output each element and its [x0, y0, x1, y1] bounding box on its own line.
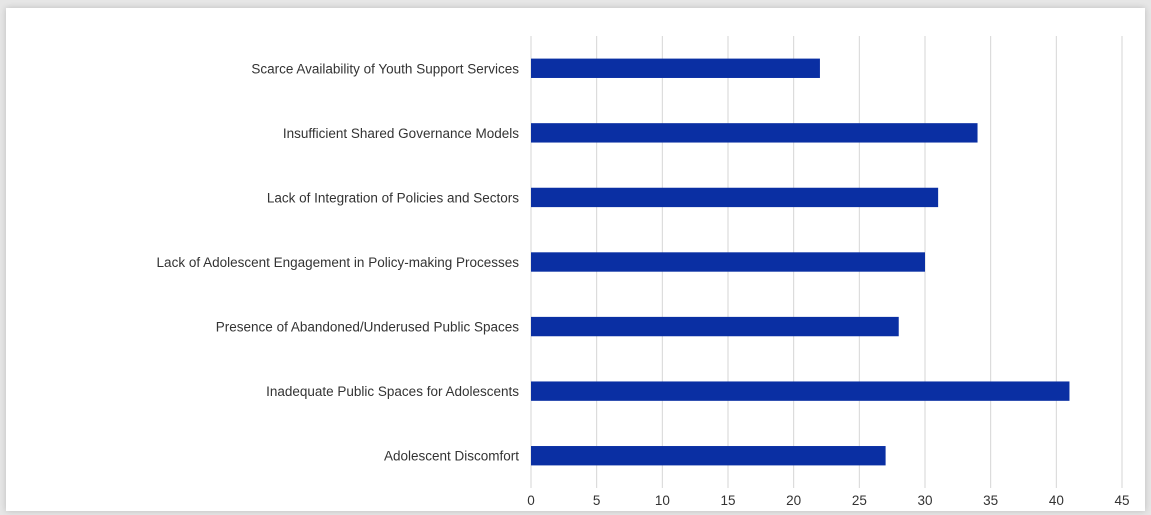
bar [531, 252, 925, 272]
bar [531, 187, 939, 208]
category-label: Inadequate Public Spaces for Adolescents [266, 384, 519, 399]
bar [531, 446, 886, 466]
category-label: Scarce Availability of Youth Support Ser… [251, 61, 519, 76]
x-tick-label: 5 [593, 493, 601, 508]
bar [531, 316, 899, 337]
category-label: Adolescent Discomfort [384, 449, 519, 464]
category-label: Lack of Adolescent Engagement in Policy-… [157, 255, 520, 270]
x-tick-label: 25 [852, 493, 867, 508]
bar [531, 381, 1070, 401]
category-label: Presence of Abandoned/Underused Public S… [216, 320, 519, 335]
x-tick-label: 15 [720, 493, 735, 508]
x-tick-label: 30 [917, 493, 932, 508]
category-label: Lack of Integration of Policies and Sect… [267, 190, 519, 205]
x-axis-ticks: 0 5 10 15 20 25 30 35 40 45 [527, 493, 1129, 508]
x-tick-label: 40 [1049, 493, 1064, 508]
x-tick-label: 20 [786, 493, 801, 508]
bar [531, 58, 820, 78]
x-tick-label: 45 [1114, 493, 1129, 508]
x-tick-label: 0 [527, 493, 535, 508]
chart-frame: Scarce Availability of Youth Support Ser… [6, 8, 1145, 511]
bars [531, 58, 1070, 466]
bar-chart: Scarce Availability of Youth Support Ser… [157, 36, 1130, 508]
x-tick-label: 10 [655, 493, 670, 508]
bar [531, 123, 978, 143]
category-labels: Scarce Availability of Youth Support Ser… [157, 61, 520, 463]
x-tick-label: 35 [983, 493, 998, 508]
category-label: Insufficient Shared Governance Models [283, 126, 519, 141]
